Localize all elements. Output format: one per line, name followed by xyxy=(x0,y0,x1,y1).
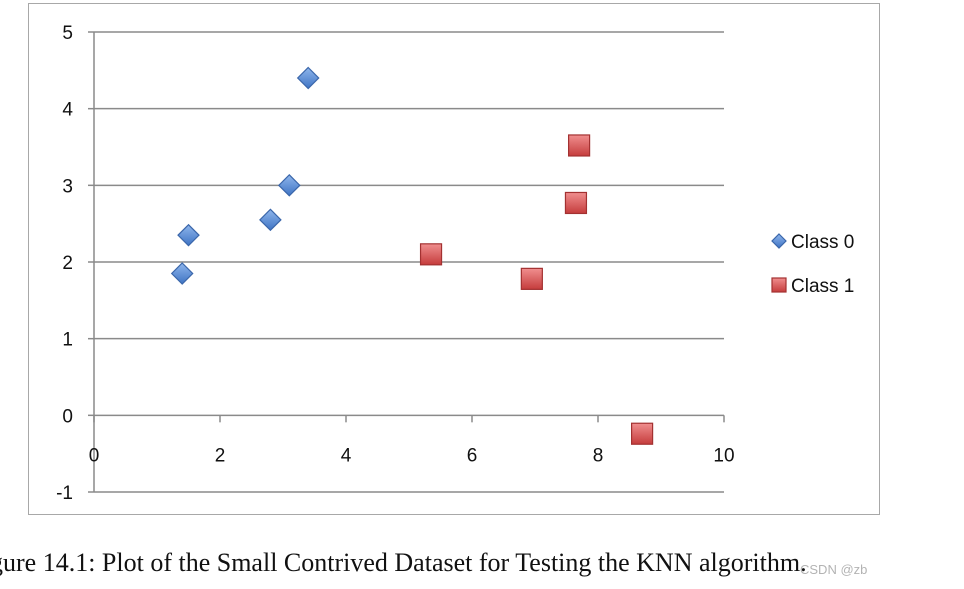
class1-point xyxy=(567,134,591,157)
class0-point xyxy=(296,66,320,90)
class0-point xyxy=(177,223,200,247)
x-tick-label: 2 xyxy=(215,445,226,466)
class0-point xyxy=(259,208,282,232)
class1-point xyxy=(564,191,588,215)
y-tick-label: 4 xyxy=(62,100,73,121)
figure-caption: gure 14.1: Plot of the Small Contrived D… xyxy=(0,548,807,577)
x-tick-label: 4 xyxy=(341,445,352,466)
x-tick-label: 6 xyxy=(467,445,478,466)
scatter-chart: -1 0 1 2 3 4 5 0 2 4 6 8 10 Class 0 Class 1 xyxy=(56,23,854,504)
legend-class1-icon xyxy=(771,277,787,293)
legend-class0-icon xyxy=(771,233,787,249)
y-tick-label: 3 xyxy=(62,176,73,197)
class0-point xyxy=(170,262,194,285)
legend-label: Class 1 xyxy=(791,276,854,297)
x-tick-label: 10 xyxy=(713,445,734,466)
legend-label: Class 0 xyxy=(791,232,854,253)
class1-point xyxy=(520,267,543,290)
class0-point xyxy=(277,173,301,197)
watermark: CSDN @zb xyxy=(800,562,868,577)
y-tick-label: -1 xyxy=(56,483,73,504)
class1-point xyxy=(630,422,654,445)
x-tick-label: 8 xyxy=(593,445,604,466)
y-tick-label: 1 xyxy=(62,330,73,351)
class1-point xyxy=(419,243,443,266)
x-tick-label: 0 xyxy=(89,445,100,466)
y-tick-label: 2 xyxy=(62,253,73,274)
y-tick-label: 5 xyxy=(62,23,73,44)
y-tick-label: 0 xyxy=(62,406,73,427)
chart-frame: -1 0 1 2 3 4 5 0 2 4 6 8 10 Class 0 Class 1 xyxy=(28,3,880,515)
